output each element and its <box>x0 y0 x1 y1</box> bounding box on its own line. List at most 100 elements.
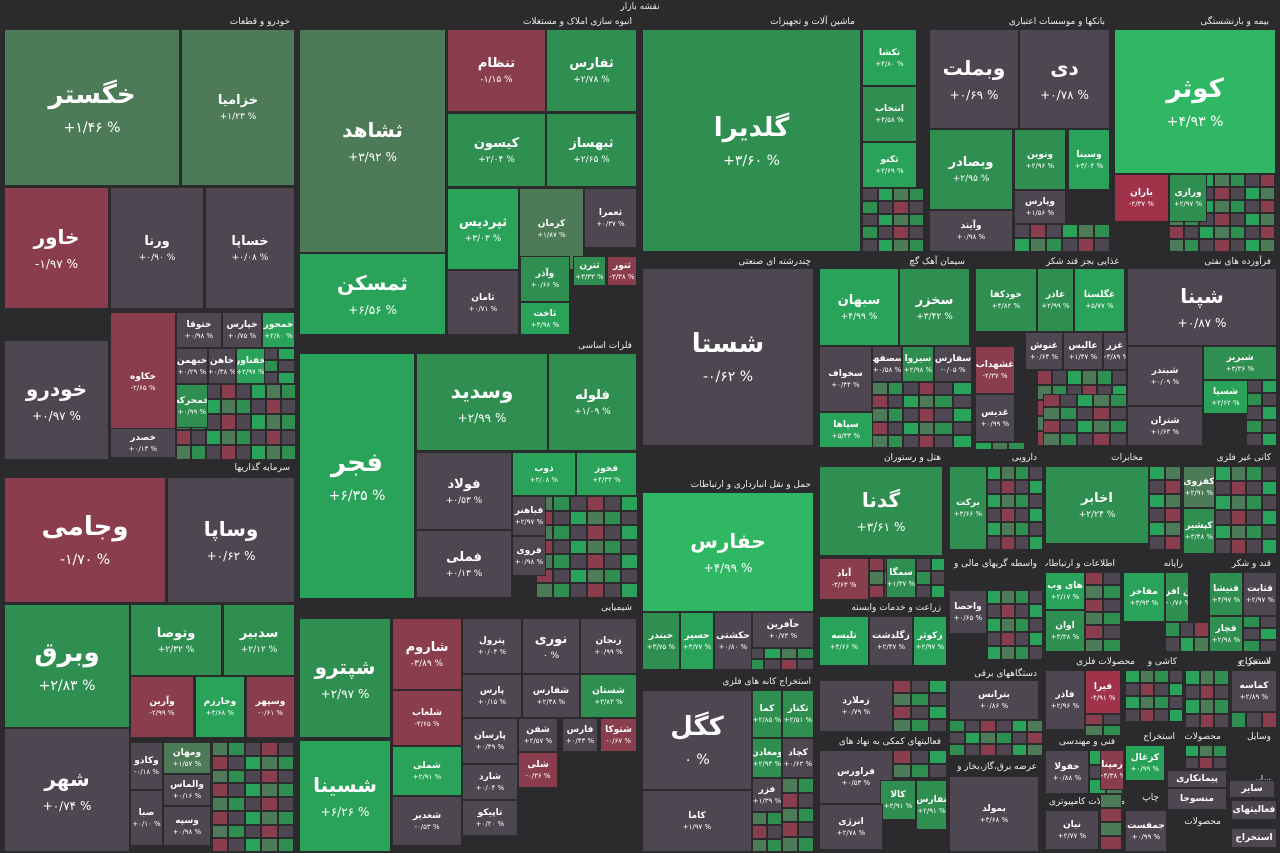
minor-tile[interactable] <box>1165 508 1181 522</box>
minor-tile[interactable] <box>281 429 296 445</box>
minor-tile[interactable] <box>1185 670 1200 685</box>
stock-tile[interactable]: زملارد % ۰/۷۹+ <box>819 680 893 732</box>
minor-tile[interactable] <box>228 783 245 797</box>
minor-tile[interactable] <box>221 399 236 415</box>
minor-tile[interactable] <box>1185 757 1199 769</box>
minor-tile[interactable] <box>1199 239 1215 252</box>
stock-tile[interactable]: کماسه % ۲/۸۹+ <box>1231 670 1277 712</box>
minor-tile[interactable] <box>266 414 281 430</box>
stock-tile[interactable]: پیمانکاری <box>1167 770 1227 788</box>
stock-tile[interactable]: فملی % ۰/۱۳+ <box>416 530 512 598</box>
minor-tile[interactable] <box>236 444 251 460</box>
stock-tile[interactable]: وبرق % ۲/۸۳+ <box>4 604 130 728</box>
minor-tile[interactable] <box>929 750 947 764</box>
minor-tile[interactable] <box>1244 174 1260 187</box>
minor-tile[interactable] <box>1261 480 1277 496</box>
minor-tile[interactable] <box>893 213 909 227</box>
minor-tile[interactable] <box>266 384 281 400</box>
minor-tile[interactable] <box>953 382 972 396</box>
minor-tile[interactable] <box>1199 684 1215 699</box>
minor-tile[interactable] <box>1125 683 1140 696</box>
minor-tile[interactable] <box>1215 495 1231 510</box>
minor-tile[interactable] <box>1154 670 1169 683</box>
stock-tile[interactable]: وبملت % ۰/۶۹+ <box>929 29 1019 129</box>
stock-tile[interactable]: کالا % ۲/۹۱+ <box>880 780 916 820</box>
minor-tile[interactable] <box>1043 394 1060 407</box>
minor-tile[interactable] <box>1046 238 1062 252</box>
stock-tile[interactable]: حسیر % ۳/۷۷+ <box>680 612 714 670</box>
minor-tile[interactable] <box>281 399 296 415</box>
minor-tile[interactable] <box>903 395 919 409</box>
minor-tile[interactable] <box>553 568 570 584</box>
minor-tile[interactable] <box>570 583 587 598</box>
stock-tile[interactable]: ذوب % ۲/۰۸+ <box>512 452 576 496</box>
stock-tile[interactable]: انرژی % ۲/۷۸+ <box>819 804 883 850</box>
minor-tile[interactable] <box>191 444 206 460</box>
minor-tile[interactable] <box>621 539 638 555</box>
minor-tile[interactable] <box>918 395 934 409</box>
minor-tile[interactable] <box>1085 725 1103 736</box>
minor-tile[interactable] <box>1093 394 1111 407</box>
minor-tile[interactable] <box>893 680 911 693</box>
minor-tile[interactable] <box>798 837 814 852</box>
minor-tile[interactable] <box>893 719 911 732</box>
minor-tile[interactable] <box>1139 709 1154 722</box>
minor-tile[interactable] <box>1179 622 1195 637</box>
minor-tile[interactable] <box>903 421 919 435</box>
stock-tile[interactable]: وسینا% ۳/۰۴+ <box>1068 129 1110 190</box>
minor-tile[interactable] <box>1085 598 1103 612</box>
minor-tile[interactable] <box>206 444 221 460</box>
minor-tile[interactable] <box>1085 612 1103 626</box>
minor-tile[interactable] <box>903 408 919 422</box>
minor-tile[interactable] <box>244 742 262 756</box>
minor-tile[interactable] <box>1125 709 1140 722</box>
minor-tile[interactable] <box>1165 480 1181 494</box>
stock-tile[interactable]: نیان % ۲/۷۷+ <box>1045 810 1099 850</box>
minor-tile[interactable] <box>251 384 266 400</box>
minor-tile[interactable] <box>887 434 903 448</box>
stock-tile[interactable]: زکوثر % ۲/۹۷+ <box>913 616 947 666</box>
minor-tile[interactable] <box>911 764 929 778</box>
minor-tile[interactable] <box>1015 508 1029 522</box>
minor-tile[interactable] <box>934 408 953 422</box>
stock-tile[interactable]: آباد % ۳/۶۳- <box>819 558 869 600</box>
minor-tile[interactable] <box>987 618 1001 632</box>
stock-tile[interactable]: زنجان % ۰/۹۹+ <box>580 618 637 674</box>
stock-tile[interactable]: وآذر % ۰/۶۶+ <box>520 256 570 302</box>
minor-tile[interactable] <box>964 744 981 756</box>
minor-tile[interactable] <box>877 213 893 227</box>
stock-tile[interactable]: غدیس % ۰/۹۹+ <box>975 394 1015 442</box>
minor-tile[interactable] <box>1185 745 1199 757</box>
minor-tile[interactable] <box>604 496 621 511</box>
minor-tile[interactable] <box>212 797 229 811</box>
minor-tile[interactable] <box>1067 370 1082 386</box>
minor-tile[interactable] <box>236 399 251 415</box>
stock-tile[interactable]: غنوش % ۰/۶۴+ <box>1025 332 1063 370</box>
minor-tile[interactable] <box>621 583 638 598</box>
minor-tile[interactable] <box>1110 420 1127 433</box>
stock-tile[interactable]: وآرین % ۲/۹۹- <box>130 676 194 738</box>
minor-tile[interactable] <box>887 421 903 435</box>
minor-tile[interactable] <box>1229 239 1245 252</box>
stock-tile[interactable]: ثشاهد % ۳/۹۲+ <box>299 29 446 253</box>
minor-tile[interactable] <box>1230 510 1246 525</box>
minor-tile[interactable] <box>281 384 296 400</box>
minor-tile[interactable] <box>1029 646 1043 660</box>
minor-tile[interactable] <box>980 744 996 756</box>
minor-tile[interactable] <box>206 429 221 445</box>
stock-tile[interactable]: ثنور % ۳/۳۸- <box>607 256 637 286</box>
minor-tile[interactable] <box>1043 433 1060 446</box>
minor-tile[interactable] <box>1215 524 1231 540</box>
minor-tile[interactable] <box>277 797 294 811</box>
minor-tile[interactable] <box>1100 794 1122 808</box>
stock-tile[interactable]: بمولد % ۳/۶۸+ <box>949 776 1039 852</box>
minor-tile[interactable] <box>278 348 295 360</box>
minor-tile[interactable] <box>1259 226 1275 239</box>
stock-tile[interactable]: کاما % ۱/۹۷+ <box>642 790 752 852</box>
minor-tile[interactable] <box>1076 407 1094 420</box>
minor-tile[interactable] <box>862 200 878 214</box>
minor-tile[interactable] <box>587 496 604 511</box>
minor-tile[interactable] <box>1015 522 1029 536</box>
minor-tile[interactable] <box>929 680 947 693</box>
minor-tile[interactable] <box>1199 670 1215 685</box>
